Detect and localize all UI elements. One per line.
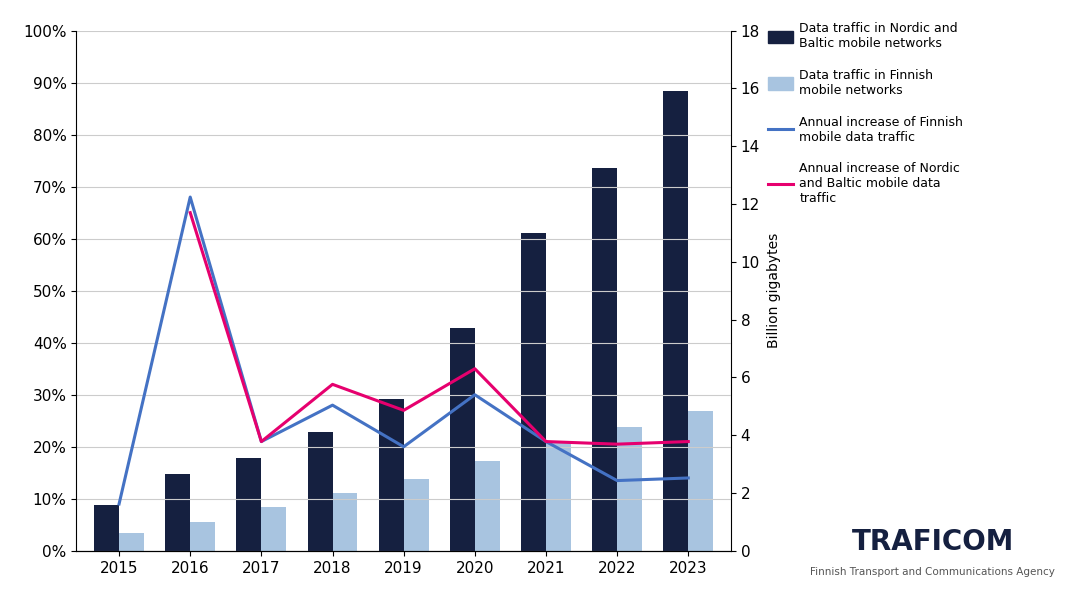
Bar <box>190 522 215 551</box>
Bar <box>592 168 618 551</box>
Bar <box>119 534 144 551</box>
Bar <box>546 441 571 551</box>
Bar <box>404 479 429 551</box>
Bar <box>618 427 642 551</box>
Bar <box>379 399 404 551</box>
Text: Finnish Transport and Communications Agency: Finnish Transport and Communications Age… <box>811 567 1055 577</box>
Bar <box>688 411 714 551</box>
Bar <box>166 474 190 551</box>
Bar <box>237 458 262 551</box>
Bar <box>333 493 358 551</box>
Bar <box>449 328 475 551</box>
Bar <box>475 461 500 551</box>
Legend: Data traffic in Nordic and
Baltic mobile networks, Data traffic in Finnish
mobil: Data traffic in Nordic and Baltic mobile… <box>765 18 967 209</box>
Bar <box>94 504 119 551</box>
Y-axis label: Billion gigabytes: Billion gigabytes <box>767 233 781 348</box>
Bar <box>663 91 688 551</box>
Bar <box>262 507 286 551</box>
Text: TRAFICOM: TRAFICOM <box>852 528 1014 556</box>
Bar <box>308 432 333 551</box>
Bar <box>521 233 546 551</box>
